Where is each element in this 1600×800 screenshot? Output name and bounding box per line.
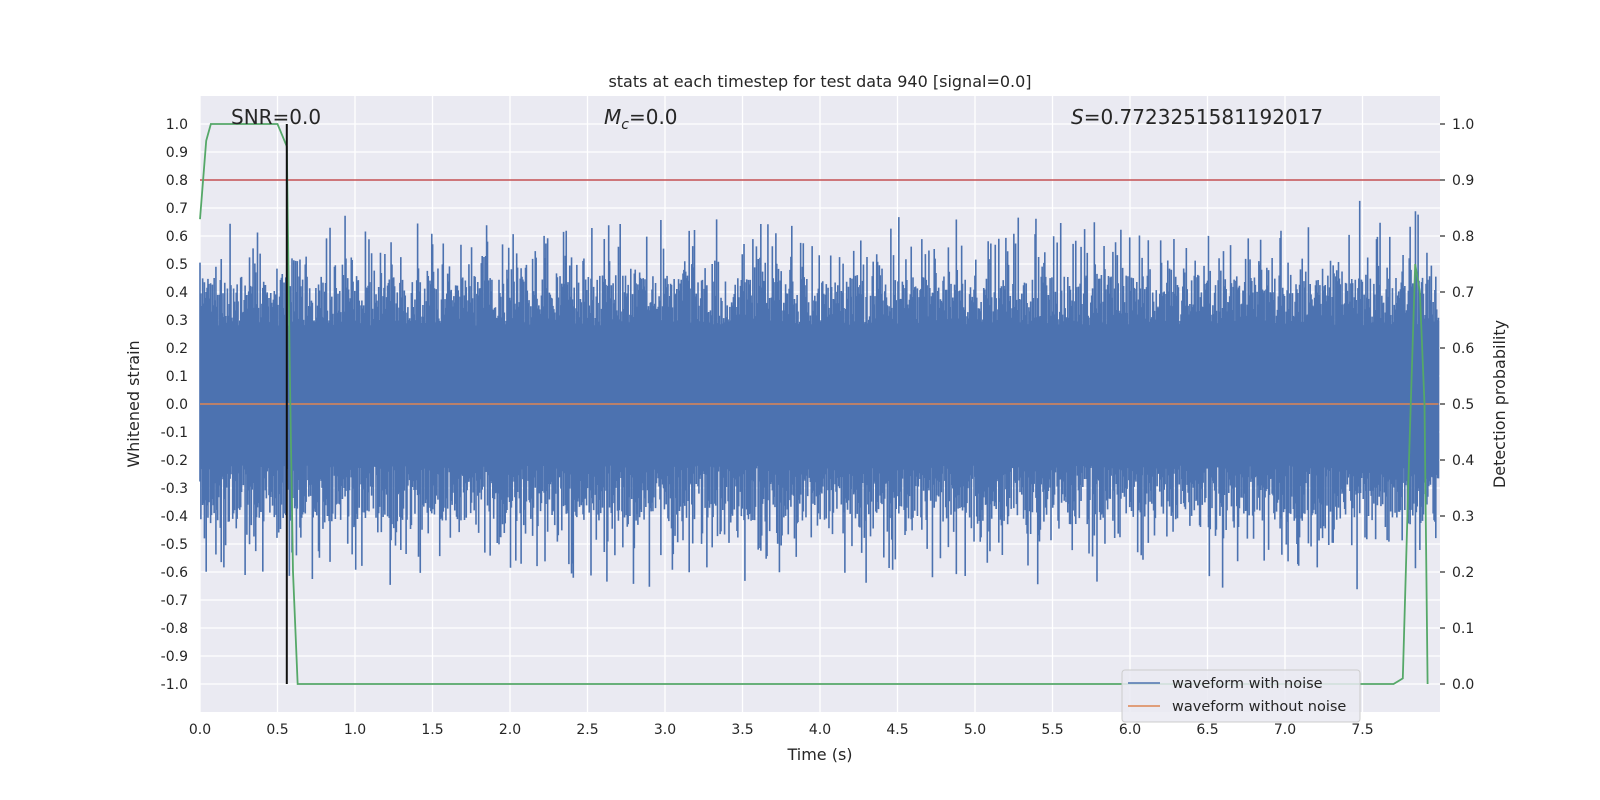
s-symbol: S [1071,105,1084,129]
plot-content [199,123,1440,685]
mc-symbol: M [604,105,621,129]
y-tick-label: 0.4 [166,285,188,301]
x-tick-label: 1.0 [344,722,366,738]
y-tick-label: 0.8 [166,173,188,189]
legend-box [1121,669,1361,723]
y-right-tick-label: 0.0 [1452,677,1474,693]
legend-label-waveform-with-noise: waveform with noise [1172,676,1323,692]
x-tick-label: 3.0 [654,722,676,738]
ticks: 0.0 0.5 1.0 1.5 2.0 2.5 3.0 3.5 4.0 4.5 5.0 5.5 6.0 6… [161,117,1475,738]
x-axis-label: Time (s) [786,745,852,764]
y-right-tick-label: 0.2 [1452,565,1474,581]
x-tick-label: 7.5 [1351,722,1373,738]
y-tick-label: -0.9 [161,649,188,665]
series-detection-probability [199,123,1429,685]
x-tick-label: 4.5 [886,722,908,738]
series-waveform-with-noise-body [200,342,1422,455]
y-tick-label: 0.6 [166,229,188,245]
x-tick-label: 7.0 [1274,722,1296,738]
s-value: =0.7723251581192017 [1084,105,1323,129]
y-right-tick-label: 0.4 [1452,453,1474,469]
x-tick-label: 0.0 [189,722,211,738]
y-right-tick-label: 0.6 [1452,341,1474,357]
x-tick-label: 6.0 [1119,722,1141,738]
x-tick-label: 4.0 [809,722,831,738]
x-tick-label: 6.5 [1196,722,1218,738]
snr-annotation: SNR=0.0 [231,105,321,129]
mc-subscript: c [621,117,629,133]
y-right-tick-label: 0.1 [1452,621,1474,637]
chart-title: stats at each timestep for test data 940… [608,72,1031,91]
y-tick-label: 0.0 [166,397,188,413]
y-tick-label: 0.7 [166,201,188,217]
x-tick-label: 3.5 [731,722,753,738]
y-axis-label-right: Detection probability [1490,320,1509,488]
x-tick-label: 5.5 [1041,722,1063,738]
y-tick-label: 0.3 [166,313,188,329]
y-right-tick-label: 0.5 [1452,397,1474,413]
y-tick-label: -0.3 [161,481,188,497]
mc-value: =0.0 [629,105,678,129]
mc-annotation: Mc=0.0 [604,105,678,133]
y-tick-label: -0.8 [161,621,188,637]
y-right-tick-label: 0.7 [1452,285,1474,301]
y-tick-label: -1.0 [161,677,188,693]
y-tick-label: 0.9 [166,145,188,161]
y-right-tick-label: 0.8 [1452,229,1474,245]
y-axis-label: Whitened strain [124,340,143,467]
x-tick-label: 5.0 [964,722,986,738]
x-tick-label: 2.0 [499,722,521,738]
legend: waveform with noise waveform without noi… [1121,669,1361,723]
y-tick-label: 0.1 [166,369,188,385]
y-tick-label: 1.0 [166,117,188,133]
x-tick-label: 0.5 [266,722,288,738]
y-right-tick-label: 0.3 [1452,509,1474,525]
y-right-tick-label: 0.9 [1452,173,1474,189]
x-tick-label: 1.5 [421,722,443,738]
x-tick-label: 2.5 [576,722,598,738]
y-tick-label: -0.7 [161,593,188,609]
y-tick-label: -0.2 [161,453,188,469]
y-tick-label: -0.6 [161,565,188,581]
y-tick-label: 0.2 [166,341,188,357]
y-tick-label: -0.4 [161,509,188,525]
y-tick-label: -0.5 [161,537,188,553]
y-tick-label: -0.1 [161,425,188,441]
y-tick-label: 0.5 [166,257,188,273]
legend-label-waveform-without-noise: waveform without noise [1172,699,1346,715]
s-annotation: S=0.7723251581192017 [1071,105,1323,129]
y-right-tick-label: 1.0 [1452,117,1474,133]
